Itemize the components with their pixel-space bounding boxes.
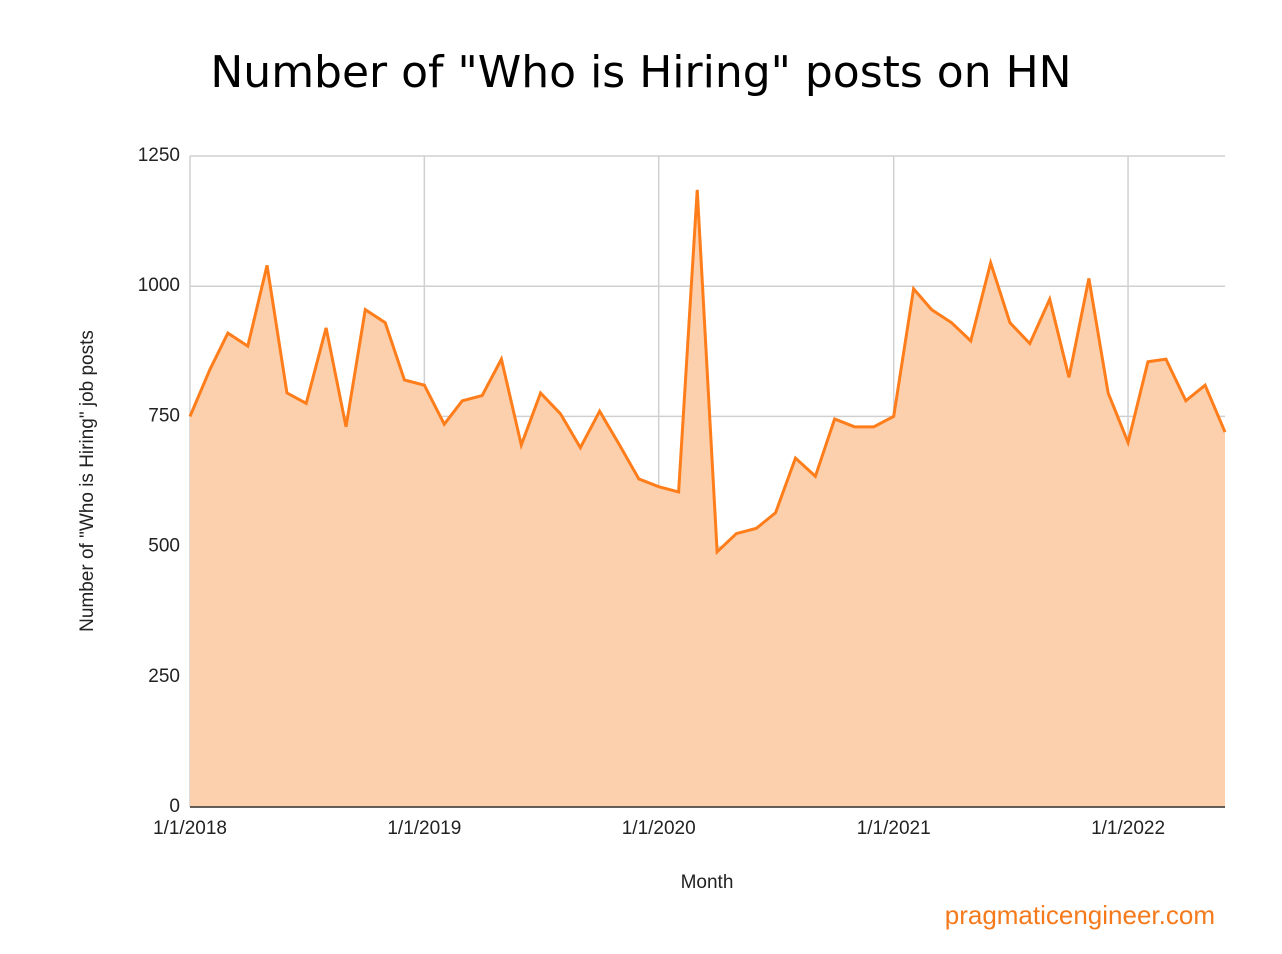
x-tick-label: 1/1/2020 bbox=[622, 818, 696, 839]
watermark: pragmaticengineer.com bbox=[945, 900, 1215, 930]
x-tick-label: 1/1/2021 bbox=[857, 818, 931, 839]
y-axis-title: Number of "Who is Hiring" job posts bbox=[77, 330, 98, 632]
area bbox=[190, 189, 1225, 808]
x-axis-title: Month bbox=[681, 872, 734, 893]
y-tick-label: 250 bbox=[148, 666, 180, 687]
x-tick-label: 1/1/2019 bbox=[387, 818, 461, 839]
x-tick-label: 1/1/2022 bbox=[1091, 818, 1165, 839]
y-tick-label: 0 bbox=[169, 796, 180, 817]
y-tick-label: 750 bbox=[148, 405, 180, 426]
y-tick-label: 1000 bbox=[138, 275, 180, 296]
y-tick-label: 1250 bbox=[138, 145, 180, 166]
y-tick-label: 500 bbox=[148, 536, 180, 557]
chart-title: Number of "Who is Hiring" posts on HN bbox=[210, 47, 1071, 98]
x-tick-label: 1/1/2018 bbox=[153, 818, 227, 839]
line bbox=[188, 189, 1227, 556]
